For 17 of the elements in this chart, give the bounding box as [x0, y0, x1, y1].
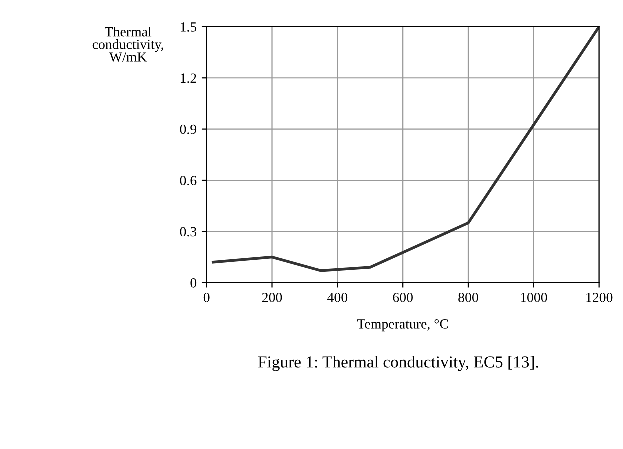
- y-tick-label: 0.9: [180, 124, 197, 134]
- y-tick-label: 1.5: [180, 22, 197, 32]
- y-axis-title: Thermal conductivity, W/mK: [92, 26, 164, 62]
- x-tick-label: 400: [328, 292, 348, 302]
- x-axis-title: Temperature, °C: [357, 319, 448, 332]
- caption: Figure 1: Thermal conductivity, EC5 [13].: [258, 356, 538, 372]
- x-tick-label: 0: [204, 292, 210, 302]
- x-tick-label: 1200: [586, 292, 613, 302]
- x-tick-label: 800: [458, 292, 478, 302]
- x-tick-label: 200: [262, 292, 282, 302]
- y-tick-label: 0.3: [180, 227, 197, 237]
- y-tick-label: 0: [190, 278, 197, 288]
- line-series: [212, 26, 600, 272]
- x-tick-label: 600: [393, 292, 413, 302]
- x-tick-label: 1000: [521, 292, 548, 302]
- y-tick-label: 0.6: [180, 176, 197, 186]
- y-tick-label: 1.2: [180, 74, 196, 84]
